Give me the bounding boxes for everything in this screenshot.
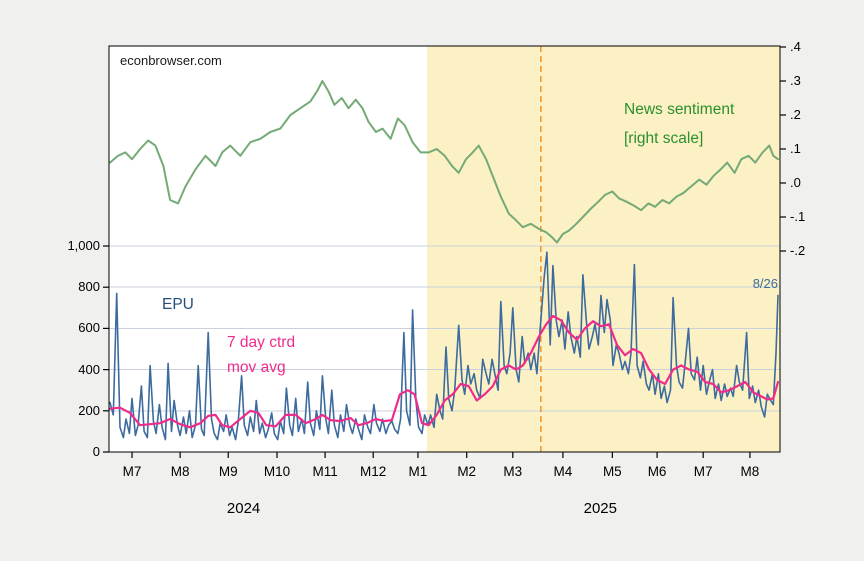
right-axis-tick-label: -.2 <box>790 243 806 258</box>
watermark: econbrowser.com <box>120 53 222 68</box>
right-axis-tick-label: -.1 <box>790 209 806 224</box>
month-tick-label: M6 <box>647 464 667 479</box>
month-tick-label: M8 <box>740 464 760 479</box>
mov-avg-line <box>108 314 780 429</box>
last-observation-label: 8/26 <box>752 276 778 291</box>
right-axis-tick-label: .1 <box>790 141 801 156</box>
left-axis-tick-label: 400 <box>78 361 100 377</box>
left-axis-tick-label: 200 <box>78 402 100 418</box>
year-label: 2025 <box>583 500 617 517</box>
left-axis-tick-label: 800 <box>78 279 100 295</box>
right-axis-tick-label: .0 <box>790 175 801 190</box>
month-tick-label: M10 <box>263 464 291 479</box>
year-label: 2024 <box>226 500 261 517</box>
epu-label: EPU <box>162 296 194 313</box>
month-tick-label: M2 <box>457 464 477 479</box>
month-tick-label: M5 <box>602 464 622 479</box>
month-tick-label: M12 <box>360 464 387 479</box>
month-tick-label: M7 <box>122 464 142 479</box>
month-tick-label: M1 <box>408 464 428 479</box>
right-axis-tick-label: .2 <box>790 107 801 122</box>
left-axis-tick-label: 1,000 <box>67 238 100 253</box>
month-tick-label: M4 <box>553 464 573 479</box>
shaded-region-2025 <box>426 46 780 452</box>
right-axis-tick-label: .4 <box>790 39 801 54</box>
news-sentiment-label-line2: [right scale] <box>624 130 704 147</box>
mov-avg-label-line2: mov avg <box>227 359 286 376</box>
month-tick-label: M3 <box>503 464 523 479</box>
month-tick-label: M8 <box>170 464 190 479</box>
plot-frame <box>108 45 781 453</box>
mov-avg-label: 7 day ctrd mov avg <box>227 330 295 380</box>
month-tick-label: M9 <box>218 464 238 479</box>
month-tick-label: M7 <box>693 464 713 479</box>
right-axis-tick-label: .3 <box>790 73 801 88</box>
mov-avg-label-line1: 7 day ctrd <box>227 334 296 351</box>
left-axis-tick-label: 0 <box>92 444 100 459</box>
news-sentiment-label: News sentiment [right scale] <box>624 95 734 153</box>
left-axis-tick-label: 600 <box>78 320 100 336</box>
month-tick-label: M11 <box>312 464 338 479</box>
news-sentiment-line <box>109 80 779 244</box>
news-sentiment-label-line1: News sentiment <box>624 101 735 118</box>
epu-line <box>109 251 779 441</box>
